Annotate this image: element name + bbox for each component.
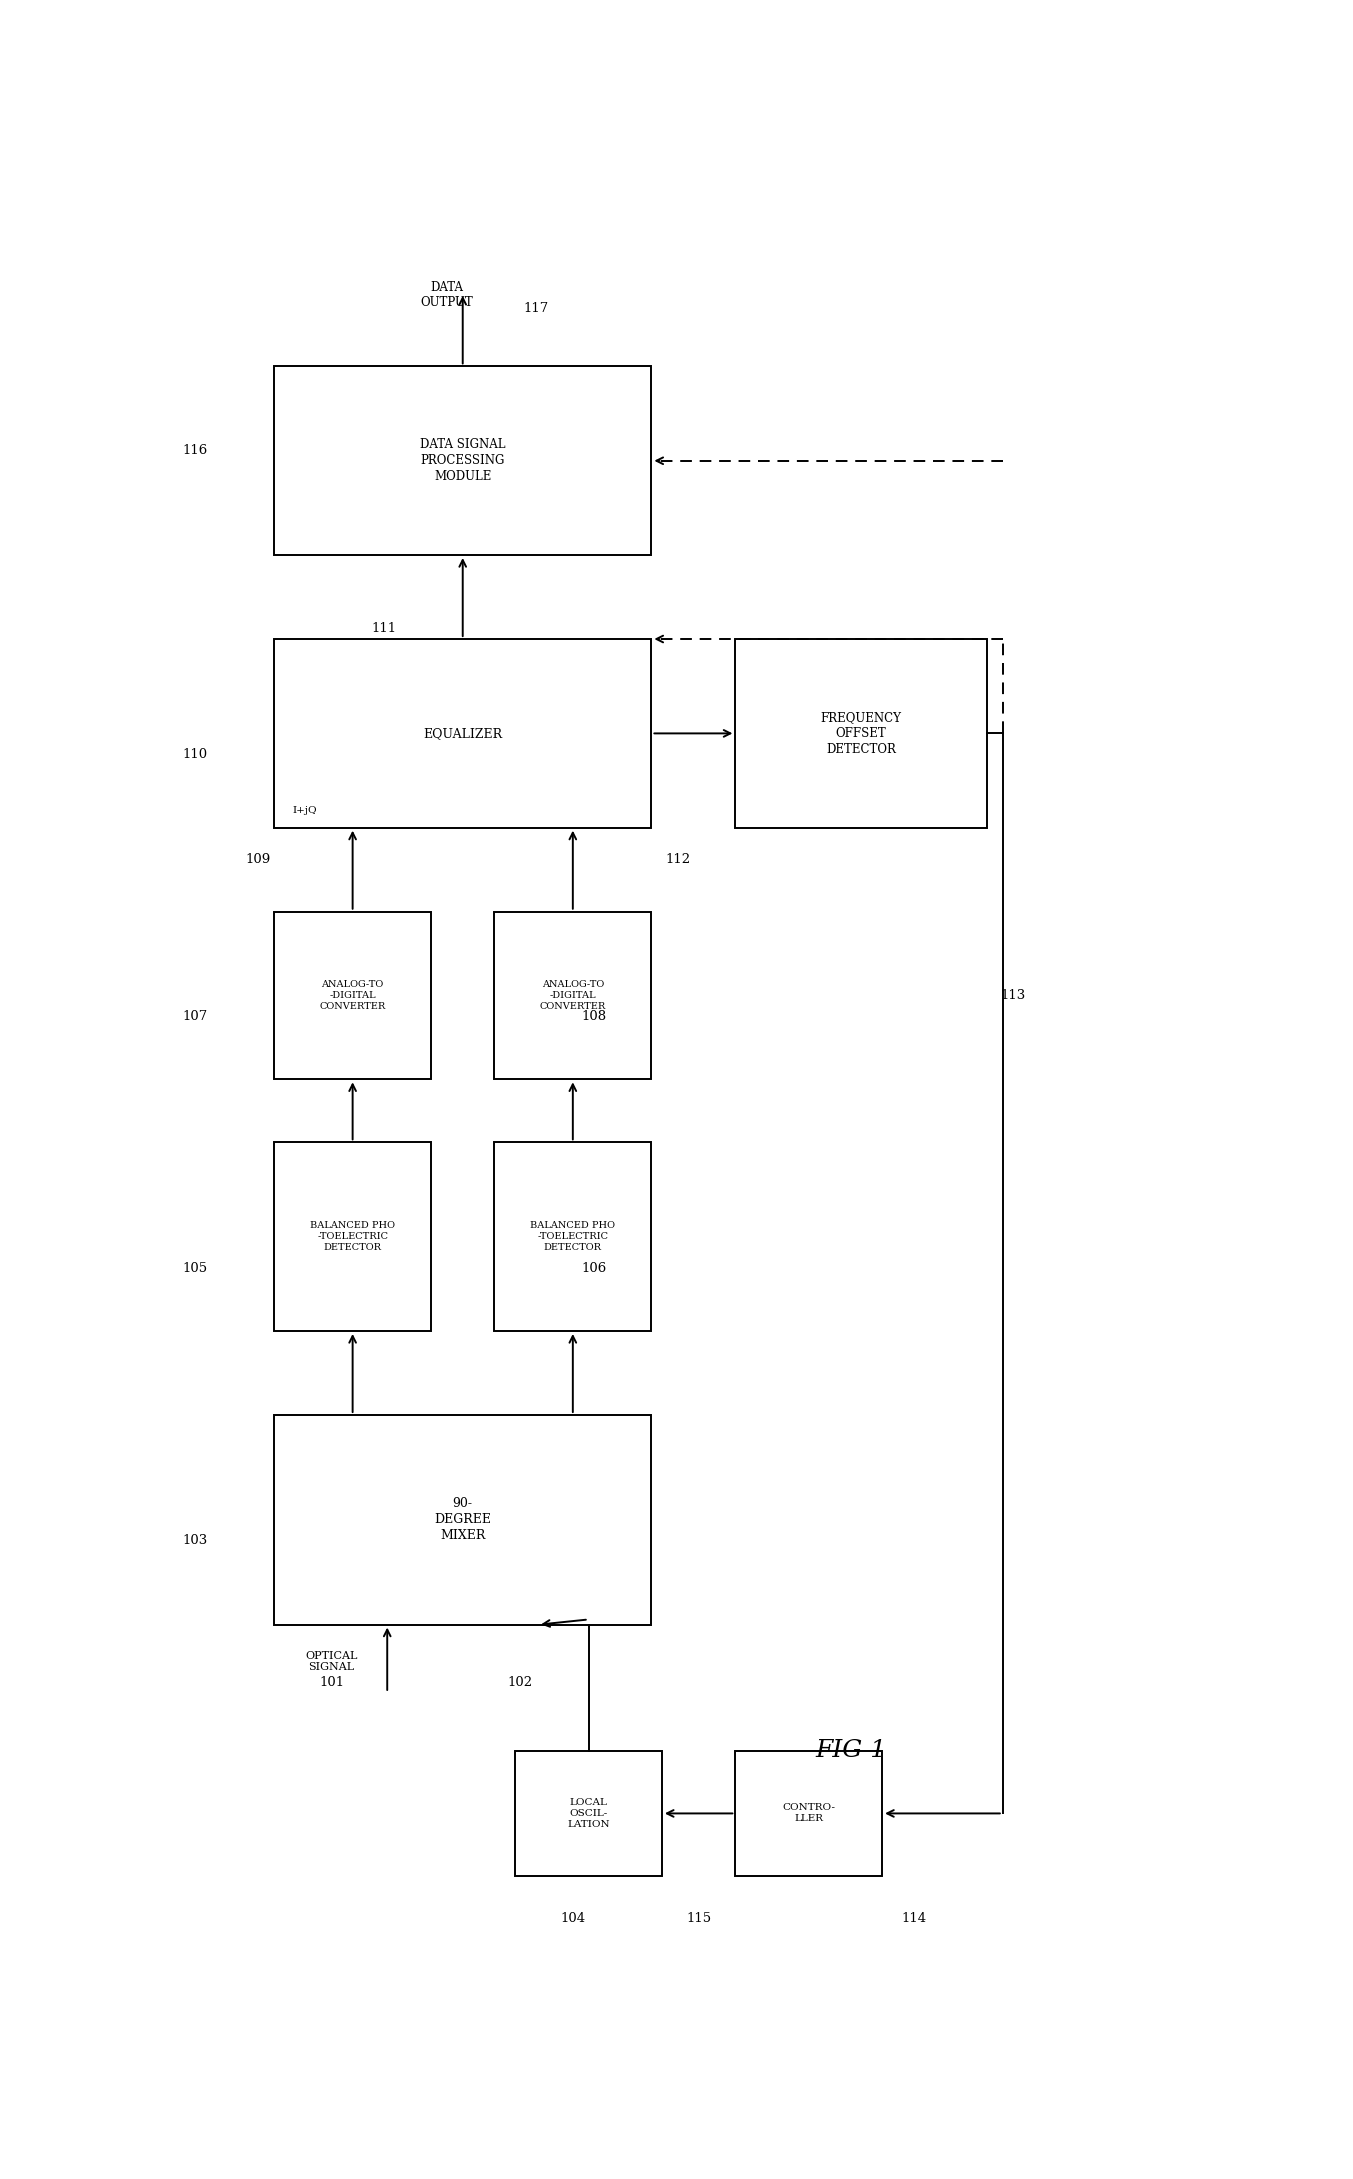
Bar (494, 911, 652, 1079)
Text: 104: 104 (560, 1911, 586, 1924)
Text: ANALOG-TO
-DIGITAL
CONVERTER: ANALOG-TO -DIGITAL CONVERTER (540, 981, 606, 1011)
Bar (273, 638, 652, 828)
Text: 102: 102 (507, 1676, 533, 1689)
Text: 108: 108 (582, 1011, 606, 1022)
Text: 101: 101 (319, 1676, 344, 1689)
Text: FIG 1: FIG 1 (815, 1739, 886, 1763)
Text: LOCAL
OSCIL-
LATION: LOCAL OSCIL- LATION (567, 1798, 610, 1828)
Bar (273, 366, 652, 556)
Text: OPTICAL
SIGNAL: OPTICAL SIGNAL (306, 1652, 357, 1673)
Bar (515, 1750, 662, 1876)
Text: BALANCED PHO
-TOELECTRIC
DETECTOR: BALANCED PHO -TOELECTRIC DETECTOR (530, 1220, 616, 1253)
Text: 107: 107 (183, 1011, 208, 1022)
Text: EQUALIZER: EQUALIZER (423, 728, 502, 741)
Bar (273, 911, 432, 1079)
Text: 114: 114 (901, 1911, 927, 1924)
Text: 116: 116 (183, 445, 208, 458)
Bar (736, 638, 988, 828)
Text: I+jQ: I+jQ (292, 806, 318, 815)
Text: DATA
OUTPUT: DATA OUTPUT (421, 281, 474, 309)
Text: 109: 109 (246, 852, 271, 865)
Text: 105: 105 (183, 1262, 208, 1275)
Text: 112: 112 (666, 852, 690, 865)
Text: 111: 111 (372, 621, 396, 634)
Text: BALANCED PHO
-TOELECTRIC
DETECTOR: BALANCED PHO -TOELECTRIC DETECTOR (310, 1220, 395, 1253)
Text: CONTRO-
LLER: CONTRO- LLER (782, 1804, 835, 1824)
Text: 106: 106 (582, 1262, 606, 1275)
Bar (273, 1414, 652, 1626)
Text: 103: 103 (183, 1534, 208, 1547)
Text: 117: 117 (524, 303, 549, 316)
Text: ANALOG-TO
-DIGITAL
CONVERTER: ANALOG-TO -DIGITAL CONVERTER (319, 981, 386, 1011)
Text: FREQUENCY
OFFSET
DETECTOR: FREQUENCY OFFSET DETECTOR (821, 710, 901, 756)
Text: DATA SIGNAL
PROCESSING
MODULE: DATA SIGNAL PROCESSING MODULE (419, 438, 506, 484)
Text: 110: 110 (183, 747, 208, 760)
Text: 113: 113 (1001, 989, 1026, 1002)
Text: 90-
DEGREE
MIXER: 90- DEGREE MIXER (434, 1497, 491, 1543)
Bar (494, 1142, 652, 1331)
Bar (273, 1142, 432, 1331)
Bar (736, 1750, 882, 1876)
Text: 115: 115 (686, 1911, 712, 1924)
